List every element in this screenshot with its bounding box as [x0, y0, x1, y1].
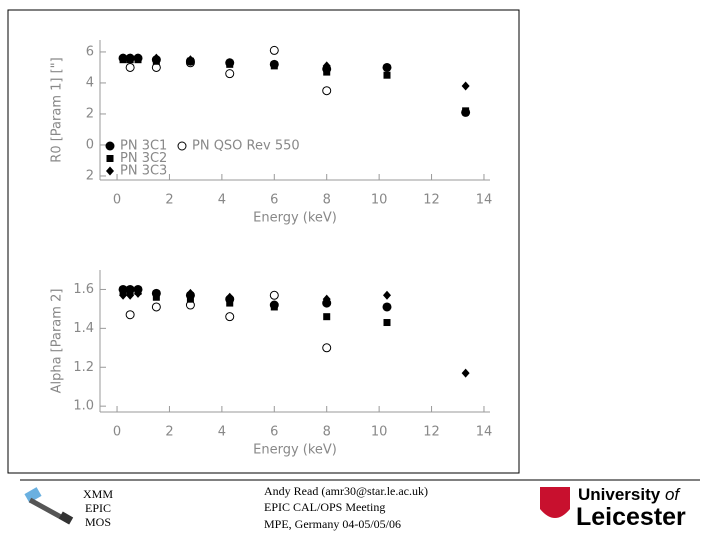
marker: [151, 302, 161, 312]
marker: [461, 81, 470, 91]
y-tick-label: 0: [86, 137, 94, 152]
marker: [383, 319, 391, 327]
author-line: Andy Read (amr30@star.le.ac.uk): [264, 484, 428, 498]
marker: [134, 53, 143, 63]
marker: [322, 294, 331, 304]
marker: [322, 61, 331, 71]
marker: [152, 290, 161, 300]
marker: [225, 58, 234, 68]
satellite-icon: [24, 487, 74, 525]
x-tick-label: 14: [476, 425, 493, 440]
marker: [382, 290, 391, 300]
y-tick-label: 1.4: [73, 321, 94, 336]
marker: [152, 53, 161, 63]
x-tick-label: 2: [165, 193, 173, 208]
marker: [185, 300, 195, 310]
legend-marker: [105, 141, 115, 151]
marker: [186, 295, 194, 303]
marker: [125, 310, 135, 320]
y-tick-label: 4: [86, 75, 94, 90]
legend-label: PN 3C1: [120, 139, 167, 154]
legend-label: PN 3C3: [120, 164, 167, 179]
legend-label: PN 3C2: [120, 151, 167, 166]
marker: [126, 290, 135, 300]
marker: [461, 368, 470, 378]
marker: [225, 292, 234, 302]
author-line: EPIC CAL/OPS Meeting: [264, 500, 385, 514]
x-tick-label: 0: [113, 425, 121, 440]
marker: [382, 302, 392, 312]
x-tick-label: 6: [270, 425, 278, 440]
marker: [134, 288, 143, 298]
x-tick-label: 4: [218, 425, 226, 440]
logo-text: University of: [578, 485, 681, 504]
x-tick-label: 12: [423, 425, 440, 440]
marker: [186, 55, 195, 65]
marker: [186, 288, 195, 298]
x-tick-label: 0: [113, 193, 121, 208]
logo-word: University: [578, 485, 661, 504]
x-tick-label: 8: [323, 425, 331, 440]
y-tick-label: 2: [86, 106, 94, 121]
mission-line: EPIC: [85, 501, 111, 515]
marker: [151, 62, 161, 72]
marker: [269, 45, 279, 55]
marker: [270, 59, 279, 69]
logo-word: of: [665, 485, 681, 504]
y-axis-label: Alpha [Param 2]: [50, 289, 65, 394]
marker: [322, 343, 332, 353]
x-axis-label: Energy (keV): [253, 443, 337, 458]
y-tick-label: 1.6: [73, 282, 94, 297]
plot-frame: [7, 9, 520, 474]
marker: [323, 68, 331, 76]
legend-label: PN QSO Rev 550: [192, 139, 300, 154]
legend-marker: [106, 155, 114, 162]
marker: [270, 300, 279, 310]
marker: [119, 290, 128, 300]
y-tick-label: 1.0: [73, 399, 94, 414]
marker: [225, 312, 235, 322]
legend-marker: [177, 141, 187, 151]
marker: [185, 58, 195, 68]
x-tick-label: 8: [323, 193, 331, 208]
marker: [119, 53, 128, 63]
y-tick-label: 6: [86, 44, 94, 59]
marker: [269, 290, 279, 300]
legend-marker: [106, 166, 114, 176]
y-axis-label: R0 [Param 1] ["]: [50, 57, 65, 162]
marker: [462, 107, 470, 115]
x-tick-label: 6: [270, 193, 278, 208]
author-line: MPE, Germany 04-05/05/06: [264, 517, 401, 531]
marker: [382, 62, 391, 72]
marker: [322, 86, 332, 96]
marker: [125, 62, 135, 72]
marker: [126, 53, 135, 63]
mission-line: XMM: [83, 487, 113, 501]
x-tick-label: 4: [218, 193, 226, 208]
x-tick-label: 14: [476, 193, 493, 208]
x-axis-label: Energy (keV): [253, 211, 337, 226]
logo-shield: [540, 487, 570, 518]
logo-text: Leicester: [576, 503, 686, 531]
x-tick-label: 10: [371, 425, 388, 440]
x-tick-label: 12: [423, 193, 440, 208]
marker: [323, 313, 331, 321]
y-tick-label: 1.2: [73, 360, 94, 375]
y-tick-label: 2: [86, 168, 94, 183]
x-tick-label: 10: [371, 193, 388, 208]
marker: [225, 69, 235, 79]
marker: [383, 71, 391, 79]
mission-line: MOS: [85, 515, 111, 529]
x-tick-label: 2: [165, 425, 173, 440]
marker: [226, 299, 234, 307]
